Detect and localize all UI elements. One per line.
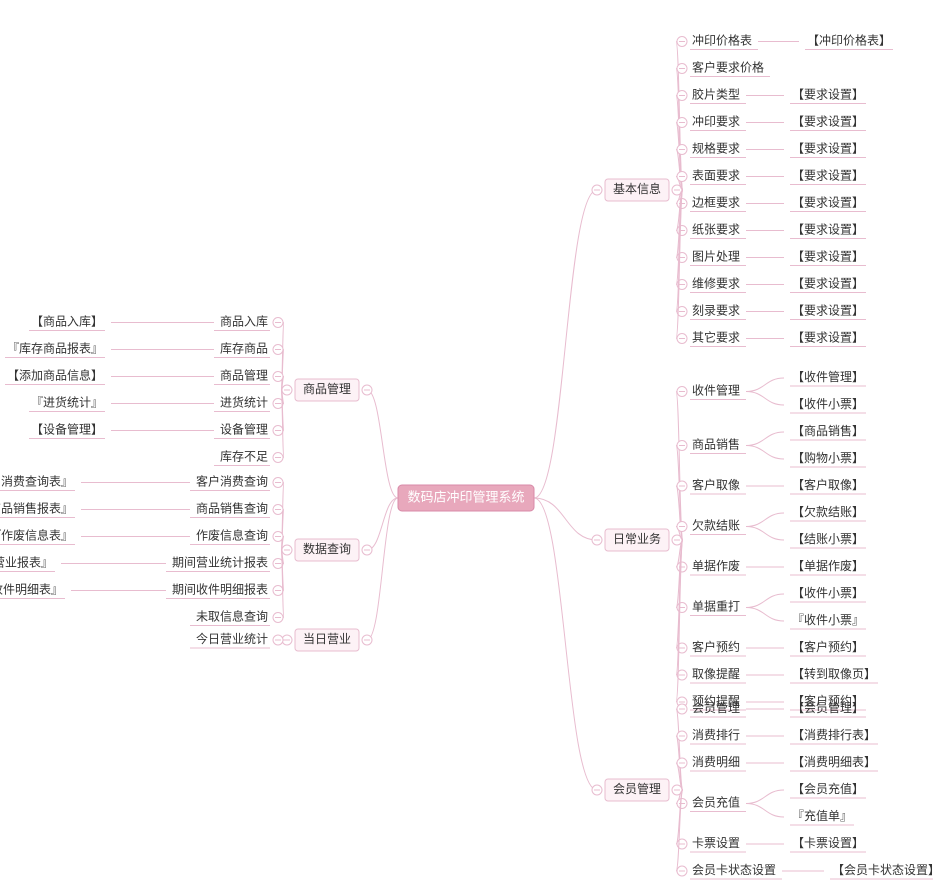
mindmap-canvas: 基本信息冲印价格表【冲印价格表】客户要求价格胶片类型【要求设置】冲印要求【要求设…	[0, 0, 933, 884]
leaf-tag[interactable]: 『商品销售报表』	[0, 501, 73, 516]
leaf-tag[interactable]: 【设备管理】	[31, 422, 103, 437]
leaf-label[interactable]: 单据重打	[692, 600, 740, 614]
leaf-tag[interactable]: 『作废信息表』	[0, 528, 73, 543]
branch-label: 当日营业	[303, 632, 351, 646]
leaf-tag[interactable]: 【转到取像页】	[792, 666, 876, 681]
leaf-label[interactable]: 收件管理	[692, 383, 740, 398]
leaf-label[interactable]: 进货统计	[220, 395, 268, 410]
leaf-tag[interactable]: 【要求设置】	[792, 88, 864, 102]
leaf-label[interactable]: 设备管理	[220, 422, 268, 437]
leaf-tag[interactable]: 【商品销售】	[792, 423, 864, 438]
leaf-label[interactable]: 纸张要求	[692, 223, 740, 237]
leaf-label[interactable]: 客户消费查询	[196, 474, 268, 489]
branch-label: 商品管理	[303, 381, 351, 396]
leaf-label[interactable]: 客户取像	[692, 477, 740, 492]
leaf-tag[interactable]: 【收件管理】	[792, 369, 864, 384]
leaf-label[interactable]: 期间收件明细报表	[172, 582, 268, 597]
leaf-tag[interactable]: 【消费明细表】	[792, 755, 876, 769]
leaf-tag[interactable]: 【要求设置】	[792, 142, 864, 156]
leaf-tag[interactable]: 【冲印价格表】	[807, 33, 891, 48]
leaf-label[interactable]: 商品销售	[692, 437, 740, 452]
leaf-label[interactable]: 胶片类型	[692, 87, 740, 102]
leaf-label[interactable]: 维修要求	[692, 276, 740, 291]
leaf-tag[interactable]: 【卡票设置】	[792, 836, 864, 850]
leaf-label[interactable]: 冲印价格表	[692, 33, 752, 48]
leaf-tag[interactable]: 【要求设置】	[792, 169, 864, 183]
leaf-tag[interactable]: 【购物小票】	[792, 450, 864, 465]
leaf-tag[interactable]: 【收件小票】	[792, 397, 864, 411]
leaf-tag[interactable]: 『库存商品报表』	[7, 341, 103, 356]
leaf-tag[interactable]: 『期间营业报表』	[0, 555, 53, 570]
leaf-label[interactable]: 商品入库	[220, 314, 268, 329]
leaf-tag[interactable]: 『进货统计』	[31, 395, 103, 410]
leaf-label[interactable]: 库存不足	[220, 449, 268, 464]
leaf-label[interactable]: 其它要求	[692, 330, 740, 345]
branch-label: 日常业务	[613, 531, 661, 546]
leaf-label[interactable]: 冲印要求	[692, 114, 740, 129]
leaf-label[interactable]: 会员卡状态设置	[692, 863, 776, 877]
leaf-tag[interactable]: 【要求设置】	[792, 115, 864, 129]
branch-label: 基本信息	[613, 181, 661, 196]
leaf-tag[interactable]: 【欠款结账】	[792, 504, 864, 519]
leaf-label[interactable]: 边框要求	[692, 196, 740, 210]
leaf-tag[interactable]: 【客户预约】	[792, 639, 864, 654]
leaf-tag[interactable]: 『充值单』	[792, 808, 852, 823]
leaf-label[interactable]: 作废信息查询	[196, 528, 268, 543]
leaf-label[interactable]: 期间营业统计报表	[172, 555, 268, 570]
leaf-tag[interactable]: 【要求设置】	[792, 304, 864, 318]
leaf-tag[interactable]: 【要求设置】	[792, 331, 864, 345]
leaf-label[interactable]: 规格要求	[692, 141, 740, 156]
leaf-label[interactable]: 欠款结账	[692, 518, 740, 533]
leaf-label[interactable]: 商品销售查询	[196, 501, 268, 516]
leaf-label[interactable]: 商品管理	[220, 368, 268, 383]
leaf-label[interactable]: 消费明细	[692, 755, 740, 769]
leaf-label[interactable]: 会员管理	[692, 700, 740, 715]
leaf-label[interactable]: 刻录要求	[692, 304, 740, 318]
leaf-tag[interactable]: 【消费排行表】	[792, 728, 876, 742]
leaf-tag[interactable]: 【商品入库】	[31, 314, 103, 329]
leaf-label[interactable]: 卡票设置	[692, 836, 740, 850]
leaf-label[interactable]: 库存商品	[220, 341, 268, 356]
leaf-tag[interactable]: 【要求设置】	[792, 196, 864, 210]
leaf-tag[interactable]: 【结账小票】	[792, 532, 864, 546]
leaf-tag[interactable]: 『客户消费查询表』	[0, 474, 73, 489]
leaf-tag[interactable]: 【单据作废】	[792, 558, 864, 573]
leaf-tag[interactable]: 【会员充值】	[792, 781, 864, 796]
leaf-tag[interactable]: 『收件小票』	[792, 613, 864, 627]
leaf-tag[interactable]: 【收件小票】	[792, 586, 864, 600]
leaf-label[interactable]: 取像提醒	[692, 666, 740, 681]
leaf-label[interactable]: 未取信息查询	[196, 609, 268, 624]
branch-label: 数据查询	[303, 541, 351, 556]
root-label: 数码店冲印管理系统	[407, 489, 524, 504]
leaf-tag[interactable]: 【客户取像】	[792, 477, 864, 492]
leaf-tag[interactable]: 【添加商品信息】	[7, 368, 103, 383]
leaf-tag[interactable]: 『收件明细表』	[0, 583, 63, 597]
leaf-tag[interactable]: 【要求设置】	[792, 250, 864, 264]
leaf-label[interactable]: 表面要求	[692, 169, 740, 183]
leaf-label[interactable]: 单据作废	[692, 558, 740, 573]
leaf-tag[interactable]: 【会员管理】	[792, 700, 864, 715]
leaf-label[interactable]: 今日营业统计	[196, 631, 268, 646]
leaf-label[interactable]: 客户预约	[692, 639, 740, 654]
branch-label: 会员管理	[613, 781, 661, 796]
leaf-label[interactable]: 客户要求价格	[692, 60, 764, 75]
leaf-label[interactable]: 消费排行	[692, 728, 740, 742]
leaf-label[interactable]: 会员充值	[692, 795, 740, 810]
leaf-tag[interactable]: 【会员卡状态设置】	[832, 863, 933, 877]
leaf-tag[interactable]: 【要求设置】	[792, 223, 864, 237]
leaf-tag[interactable]: 【要求设置】	[792, 277, 864, 291]
leaf-label[interactable]: 图片处理	[692, 250, 740, 264]
